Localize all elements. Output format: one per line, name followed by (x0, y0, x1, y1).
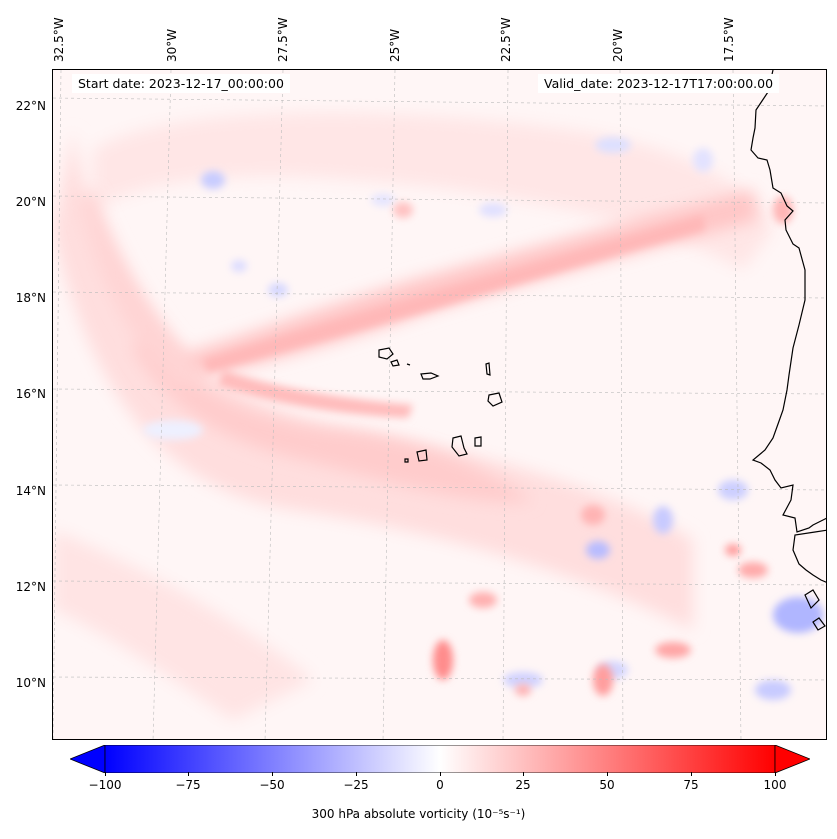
bijagos-islands (804, 589, 826, 631)
vorticity-map (52, 69, 827, 740)
lon-label-17-5w: 17.5°W (722, 17, 736, 62)
lat-label-12n: 12°N (15, 580, 46, 594)
valid-date-label: Valid_date: 2023-12-17T17:00:00.00 (538, 74, 780, 93)
lon-label-30w: 30°W (165, 28, 179, 62)
african-coastline (750, 70, 826, 583)
colorbar-label: 300 hPa absolute vorticity (10⁻⁵s⁻¹) (311, 807, 526, 821)
negative-vorticity-patches (143, 137, 823, 700)
lat-label-14n: 14°N (15, 484, 46, 498)
vorticity-jet-core (203, 215, 705, 418)
vorticity-field (53, 70, 826, 739)
lat-label-16n: 16°N (15, 387, 46, 401)
colorbar-tick-neg25: −25 (343, 778, 369, 792)
colorbar-tick-75: 75 (683, 778, 699, 792)
lon-label-32-5w: 32.5°W (52, 17, 66, 62)
graticule (53, 70, 826, 739)
colorbar-tick-neg50: −50 (259, 778, 285, 792)
colorbar-tick-neg75: −75 (175, 778, 201, 792)
lat-label-20n: 20°N (15, 195, 46, 209)
lon-label-20w: 20°W (611, 28, 625, 62)
colorbar-min-extend (68, 744, 106, 774)
colorbar-tick-50: 50 (599, 778, 615, 792)
colorbar-gradient (68, 744, 812, 774)
vorticity-band-broad (53, 112, 773, 720)
lat-label-18n: 18°N (15, 291, 46, 305)
lat-label-22n: 22°N (15, 99, 46, 113)
lon-label-25w: 25°W (388, 28, 402, 62)
colorbar-tick-0: 0 (436, 778, 444, 792)
colorbar-tick-100: 100 (763, 778, 787, 792)
colorbar-tick-neg100: −100 (88, 778, 122, 792)
positive-vorticity-patches (393, 196, 793, 696)
lon-label-27-5w: 27.5°W (276, 17, 290, 62)
start-date-label: Start date: 2023-12-17_00:00:00 (72, 74, 290, 93)
cape-verde-islands (378, 347, 503, 463)
colorbar-max-extend (774, 744, 812, 774)
colorbar-tick-25: 25 (515, 778, 531, 792)
lon-label-22-5w: 22.5°W (499, 17, 513, 62)
lat-label-10n: 10°N (15, 676, 46, 690)
colorbar (68, 744, 812, 774)
